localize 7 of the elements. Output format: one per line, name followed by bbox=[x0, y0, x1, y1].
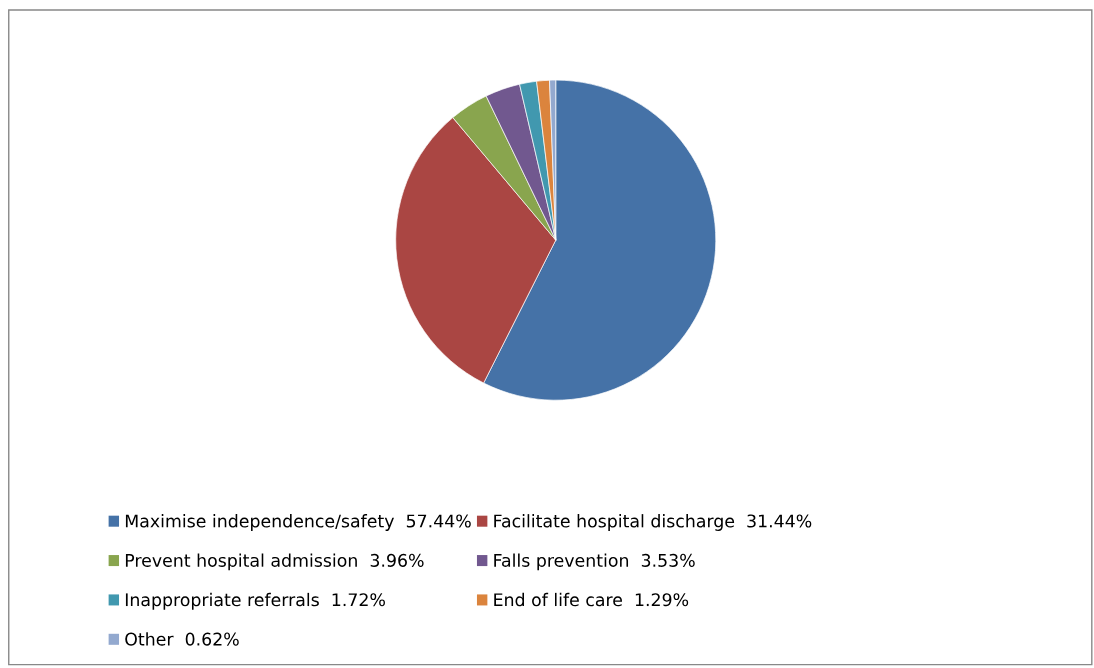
legend-label: End of life care 1.29% bbox=[494, 592, 689, 607]
legend-label: Other 0.62% bbox=[125, 632, 239, 646]
legend-label: Inappropriate referrals 1.72% bbox=[125, 592, 385, 610]
legend-label: Maximise independence/safety 57.44% bbox=[125, 514, 471, 531]
legend-label: Facilitate hospital discharge 31.44% bbox=[494, 514, 812, 531]
legend-label: Prevent hospital admission 3.96% bbox=[125, 553, 424, 571]
legend-label: Falls prevention 3.53% bbox=[494, 553, 695, 571]
